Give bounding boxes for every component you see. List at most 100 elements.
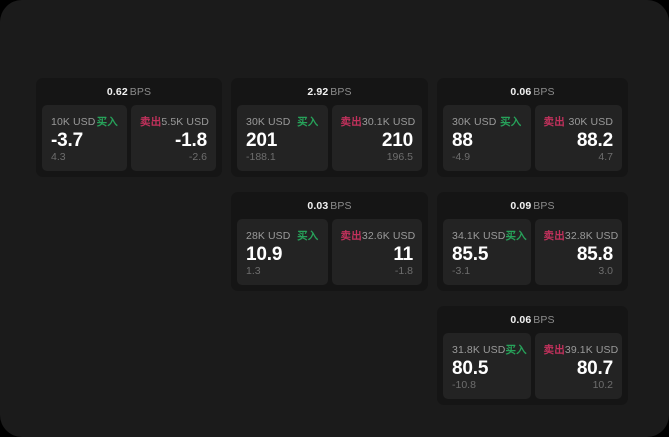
buy-delta: 1.3: [246, 265, 261, 277]
sell-delta: 196.5: [386, 151, 413, 163]
buy-panel[interactable]: 28K USD 买入 10.9 1.3: [237, 219, 328, 285]
spread-header: 0.06 BPS: [443, 85, 622, 105]
quote-card-board: 0.62 BPS 10K USD 买入 -3.7 4.3 卖出 5.5K USD -1.8 -2.…: [36, 78, 636, 405]
sell-tag[interactable]: 卖出: [340, 230, 362, 242]
sell-price: 85.8: [576, 243, 613, 265]
buy-panel[interactable]: 31.8K USD 买入 80.5 -10.8: [443, 333, 531, 399]
buy-size-label: 30K USD: [452, 116, 497, 128]
panel-top-row: 卖出 39.1K USD: [543, 342, 619, 357]
spread-unit: BPS: [330, 86, 352, 98]
buy-price: 201: [246, 129, 278, 151]
buy-panel[interactable]: 10K USD 买入 -3.7 4.3: [42, 105, 127, 171]
spread-unit: BPS: [533, 314, 555, 326]
quote-card-body: 28K USD 买入 10.9 1.3 卖出 32.6K USD 11 -1.8: [237, 219, 422, 285]
sell-panel[interactable]: 卖出 32.8K USD 85.8 3.0: [534, 219, 622, 285]
spread-header: 0.03 BPS: [237, 199, 422, 219]
quote-card[interactable]: 0.09 BPS 34.1K USD 买入 85.5 -3.1 卖出 32.8K USD 85.…: [437, 192, 628, 291]
sell-tag[interactable]: 卖出: [340, 116, 362, 128]
buy-tag[interactable]: 买入: [500, 116, 522, 128]
sell-panel[interactable]: 卖出 5.5K USD -1.8 -2.6: [131, 105, 216, 171]
sell-price: 88.2: [576, 129, 613, 151]
buy-size-label: 34.1K USD: [452, 230, 506, 242]
sell-price: 11: [393, 243, 413, 265]
sell-delta: 4.7: [598, 151, 613, 163]
spread-header: 0.06 BPS: [443, 313, 622, 333]
sell-delta: -1.8: [394, 265, 413, 277]
sell-size-label: 30K USD: [568, 116, 613, 128]
sell-delta: 3.0: [598, 265, 613, 277]
spread-unit: BPS: [533, 86, 555, 98]
sell-size-label: 32.8K USD: [564, 230, 619, 242]
sell-panel[interactable]: 卖出 39.1K USD 80.7 10.2: [534, 333, 622, 399]
buy-size-label: 31.8K USD: [452, 344, 506, 356]
sell-panel[interactable]: 卖出 30.1K USD 210 196.5: [331, 105, 422, 171]
buy-delta: 4.3: [51, 151, 66, 163]
sell-tag[interactable]: 卖出: [543, 344, 565, 356]
buy-tag[interactable]: 买入: [505, 230, 527, 242]
column-2: 2.92 BPS 30K USD 买入 201 -188.1 卖出 30.1K USD 210 1…: [231, 78, 428, 291]
panel-top-row: 28K USD 买入: [246, 228, 319, 243]
panel-top-row: 卖出 32.8K USD: [543, 228, 619, 243]
sell-panel[interactable]: 卖出 32.6K USD 11 -1.8: [331, 219, 422, 285]
buy-delta: -10.8: [452, 379, 476, 391]
spread-unit: BPS: [129, 86, 152, 98]
spread-header: 0.09 BPS: [443, 199, 622, 219]
sell-price: 80.7: [576, 357, 613, 379]
quote-card[interactable]: 0.03 BPS 28K USD 买入 10.9 1.3 卖出 32.6K USD 11 -1.8: [231, 192, 428, 291]
sell-size-label: 32.6K USD: [361, 230, 416, 242]
column-1: 0.62 BPS 10K USD 买入 -3.7 4.3 卖出 5.5K USD -1.8 -2.…: [36, 78, 222, 177]
buy-panel[interactable]: 30K USD 买入 88 -4.9: [443, 105, 531, 171]
buy-panel[interactable]: 34.1K USD 买入 85.5 -3.1: [443, 219, 531, 285]
panel-top-row: 卖出 30K USD: [544, 114, 614, 129]
spread-value: 2.92: [307, 86, 329, 98]
quote-card[interactable]: 2.92 BPS 30K USD 买入 201 -188.1 卖出 30.1K USD 210 1…: [231, 78, 428, 177]
sell-size-label: 39.1K USD: [564, 344, 619, 356]
spread-value: 0.06: [510, 86, 532, 98]
buy-price: 10.9: [246, 243, 283, 265]
buy-price: 80.5: [452, 357, 489, 379]
buy-size-label: 30K USD: [246, 116, 291, 128]
spread-header: 0.62 BPS: [42, 85, 216, 105]
sell-tag[interactable]: 卖出: [543, 116, 565, 128]
buy-tag[interactable]: 买入: [96, 116, 118, 128]
panel-top-row: 30K USD 买入: [246, 114, 319, 129]
quote-card-body: 34.1K USD 买入 85.5 -3.1 卖出 32.8K USD 85.8 3.0: [443, 219, 622, 285]
sell-tag[interactable]: 卖出: [140, 116, 162, 128]
spread-value: 0.62: [106, 86, 128, 98]
quote-card-body: 10K USD 买入 -3.7 4.3 卖出 5.5K USD -1.8 -2.6: [42, 105, 216, 171]
panel-top-row: 卖出 5.5K USD: [140, 114, 209, 129]
buy-tag[interactable]: 买入: [297, 230, 319, 242]
buy-panel[interactable]: 30K USD 买入 201 -188.1: [237, 105, 328, 171]
sell-size-label: 5.5K USD: [161, 116, 209, 128]
buy-tag[interactable]: 买入: [505, 344, 527, 356]
spread-value: 0.06: [510, 314, 532, 326]
buy-size-label: 28K USD: [246, 230, 291, 242]
buy-size-label: 10K USD: [51, 116, 96, 128]
buy-tag[interactable]: 买入: [297, 116, 319, 128]
quote-card-body: 30K USD 买入 201 -188.1 卖出 30.1K USD 210 196.5: [237, 105, 422, 171]
spread-value: 0.03: [307, 200, 329, 212]
sell-panel[interactable]: 卖出 30K USD 88.2 4.7: [534, 105, 622, 171]
quote-card-body: 30K USD 买入 88 -4.9 卖出 30K USD 88.2 4.7: [443, 105, 622, 171]
sell-price: -1.8: [175, 129, 207, 151]
buy-price: 88: [452, 129, 473, 151]
sell-size-label: 30.1K USD: [361, 116, 416, 128]
quote-card[interactable]: 0.06 BPS 30K USD 买入 88 -4.9 卖出 30K USD 88.2 4.7: [437, 78, 628, 177]
spread-unit: BPS: [533, 200, 555, 212]
panel-top-row: 30K USD 买入: [452, 114, 522, 129]
spread-unit: BPS: [330, 200, 352, 212]
quote-card[interactable]: 0.62 BPS 10K USD 买入 -3.7 4.3 卖出 5.5K USD -1.8 -2.…: [36, 78, 222, 177]
buy-price: 85.5: [452, 243, 489, 265]
buy-delta: -188.1: [246, 151, 276, 163]
quote-card[interactable]: 0.06 BPS 31.8K USD 买入 80.5 -10.8 卖出 39.1K USD 80…: [437, 306, 628, 405]
panel-top-row: 卖出 30.1K USD: [340, 114, 416, 129]
sell-tag[interactable]: 卖出: [543, 230, 565, 242]
panel-top-row: 卖出 32.6K USD: [340, 228, 416, 243]
spread-value: 0.09: [510, 200, 532, 212]
panel-top-row: 10K USD 买入: [51, 114, 118, 129]
buy-delta: -4.9: [452, 151, 471, 163]
buy-delta: -3.1: [452, 265, 471, 277]
sell-delta: 10.2: [592, 379, 613, 391]
panel-top-row: 31.8K USD 买入: [452, 342, 527, 357]
